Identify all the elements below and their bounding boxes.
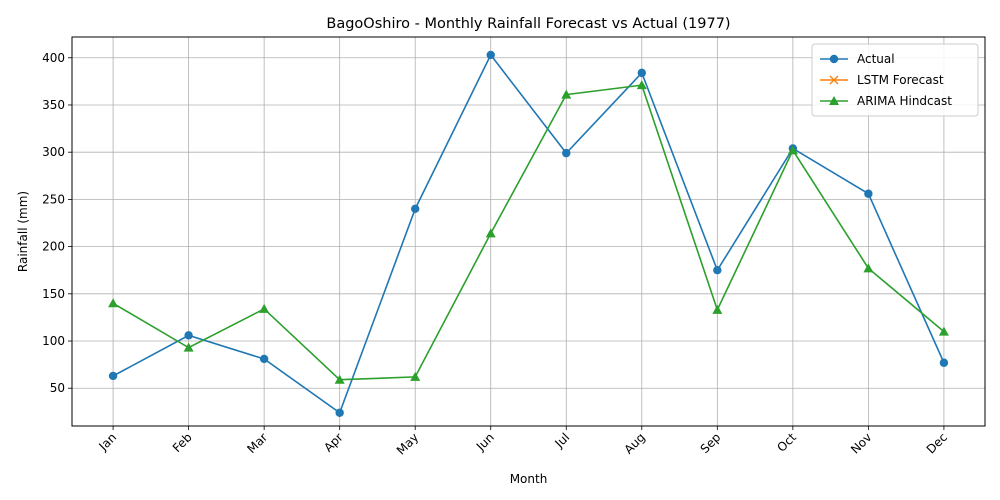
data-point [411,204,420,214]
x-tick-label: May [394,430,421,457]
x-tick-label: Feb [170,430,195,455]
data-point [712,304,723,314]
plot-area-frame [71,36,986,427]
x-tick-label: Mar [244,430,270,456]
y-tick-label: 350 [42,98,65,112]
x-tick-label: Jan [96,430,120,454]
legend-item: LSTM Forecast [820,73,944,87]
data-point [637,68,646,78]
legend-label: ARIMA Hindcast [857,94,952,108]
y-tick-label: 100 [42,334,65,348]
legend-swatch-marker [829,96,839,105]
y-tick-label: 50 [50,381,65,395]
data-point [939,358,949,367]
data-point [486,50,495,60]
y-tick-label: 300 [42,145,65,159]
series-line [112,53,945,415]
legend: Actual LSTM Forecast ARIMA Hindcast [811,43,979,117]
data-point [335,408,344,417]
data-point [334,374,345,384]
legend-swatch-marker [829,75,839,85]
data-point [259,354,269,364]
x-axis-label: Month [510,472,548,486]
x-tick-label: Sep [698,430,724,456]
data-point [562,148,571,158]
x-tick-label: Dec [924,430,950,456]
data-point [713,266,722,275]
x-tick-label: Aug [621,430,647,456]
series-layer [108,50,949,417]
y-tick-label: 250 [42,192,65,206]
data-point [410,371,421,381]
y-tick-label: 200 [42,240,65,254]
x-tick-label: Nov [848,430,874,456]
chart-title: BagoOshiro - Monthly Rainfall Forecast v… [326,16,730,32]
y-tick-label: 150 [42,287,65,301]
data-point [108,298,119,308]
data-point [863,263,874,273]
data-point [864,189,873,198]
legend-item: ARIMA Hindcast [820,94,952,108]
series-2 [108,80,949,384]
y-axis-label: Rainfall (mm) [16,191,30,272]
series-line [112,84,945,381]
data-point [259,303,270,313]
data-point [108,371,118,381]
y-tick-label: 400 [42,51,65,65]
data-point [485,228,496,238]
data-point [787,145,798,155]
x-tick-label: Apr [321,430,346,455]
data-point [561,89,572,99]
data-point [636,80,647,90]
x-tick-label: Jun [473,430,497,454]
legend-swatch-marker [829,54,839,64]
legend-label: Actual [857,52,895,66]
data-point [183,342,194,352]
x-tick-label: Oct [774,430,799,455]
legend-item: Actual [820,52,895,66]
data-point [938,326,949,336]
legend-box [811,43,979,117]
legend-label: LSTM Forecast [857,73,944,87]
x-tick-label: Jul [552,430,573,451]
data-point [184,331,193,340]
